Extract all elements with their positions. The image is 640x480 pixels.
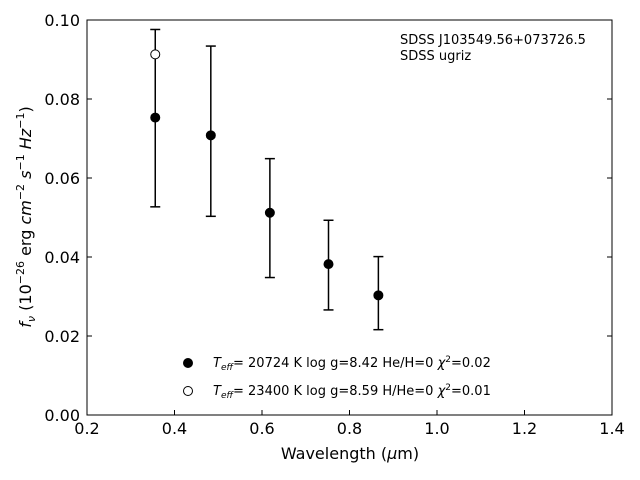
data-point-open xyxy=(150,49,161,60)
data-point-filled xyxy=(323,259,334,270)
error-bars xyxy=(150,28,384,331)
x-tick-label: 0.2 xyxy=(74,419,99,438)
y-tick-label: 0.04 xyxy=(44,248,80,267)
x-tick-label: 0.6 xyxy=(249,419,274,438)
x-tick-label: 0.4 xyxy=(162,419,187,438)
data-point-filled xyxy=(373,290,384,301)
legend-marker-filled xyxy=(183,358,193,368)
x-tick-label: 1.2 xyxy=(512,419,537,438)
y-tick-label: 0.06 xyxy=(44,169,80,188)
data-point-filled xyxy=(150,112,161,123)
x-tick-label: 0.8 xyxy=(337,419,362,438)
filter-set-annotation: SDSS ugriz xyxy=(400,49,471,64)
legend-marker-open xyxy=(183,386,193,396)
y-tick-label: 0.02 xyxy=(44,327,80,346)
y-tick-label: 0.00 xyxy=(44,406,80,425)
x-tick-label: 1.4 xyxy=(599,419,624,438)
y-axis-label: fν (10−26 erg cm−2 s−1 Hz−1) xyxy=(14,106,38,327)
legend-entry-open: Teff= 23400 K log g=8.59 H/He=0 χ2=0.01 xyxy=(213,383,491,401)
legend-entry-filled: Teff= 20724 K log g=8.42 He/H=0 χ2=0.02 xyxy=(213,355,491,373)
y-tick-label: 0.10 xyxy=(44,11,80,30)
y-ticks: 0.00 0.02 0.04 0.06 0.08 0.10 xyxy=(44,11,612,425)
x-tick-label: 1.0 xyxy=(424,419,449,438)
legend: Teff= 20724 K log g=8.42 He/H=0 χ2=0.02 … xyxy=(183,355,491,401)
object-name-annotation: SDSS J103549.56+073726.5 xyxy=(400,33,586,48)
x-ticks: 0.2 0.4 0.6 0.8 1.0 1.2 1.4 xyxy=(74,410,625,438)
x-axis-label: Wavelength (μm) xyxy=(281,444,419,463)
data-point-filled xyxy=(205,130,216,141)
data-points xyxy=(150,49,384,301)
y-tick-label: 0.08 xyxy=(44,90,80,109)
data-point-filled xyxy=(264,207,275,218)
